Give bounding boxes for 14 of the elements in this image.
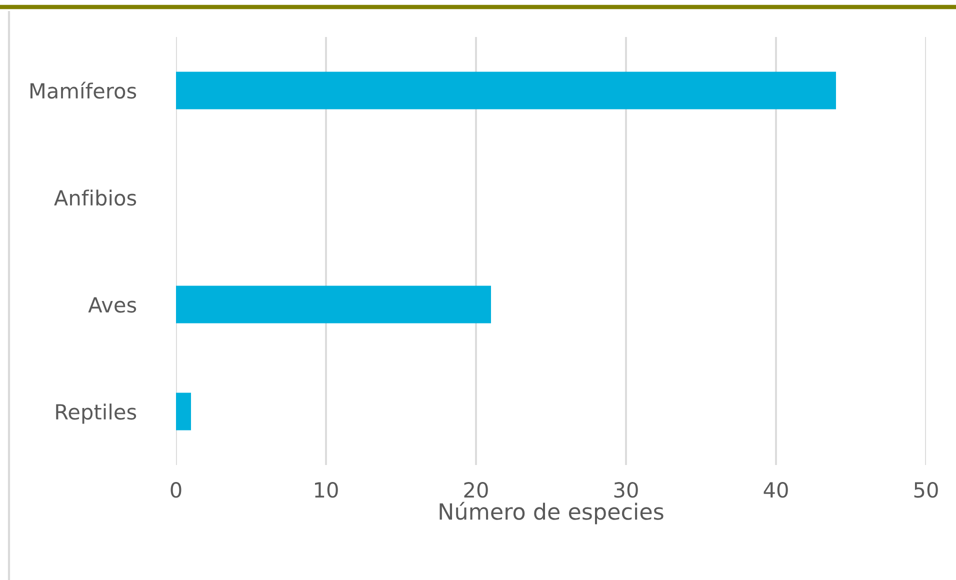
x-tick-label: 10 (315, 482, 338, 498)
x-tick-label: 30 (614, 482, 638, 498)
bar (176, 392, 191, 430)
x-tick-label: 50 (914, 482, 938, 498)
bar (176, 286, 491, 324)
y-tick-label: Reptiles (56, 404, 136, 424)
y-tick-label: Anfibios (54, 190, 136, 206)
y-tick-label: Aves (88, 297, 136, 313)
x-axis-title: Número de especies (440, 502, 664, 524)
x-tick-label: 40 (764, 482, 788, 498)
x-tick-label: 0 (170, 482, 182, 498)
x-tick-label: 20 (464, 482, 488, 498)
bar (176, 72, 836, 110)
y-tick-label: Mamíferos (30, 82, 136, 99)
